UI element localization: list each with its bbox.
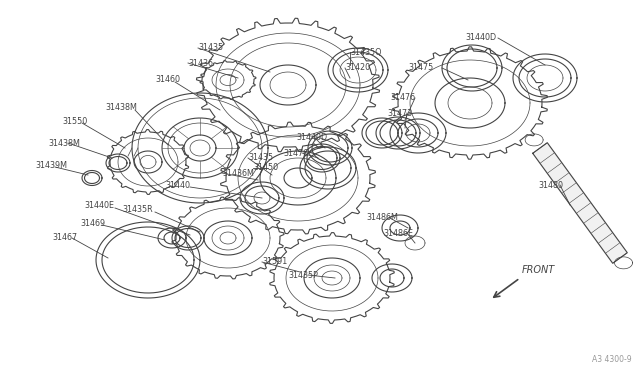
Text: 31435: 31435 <box>198 44 223 52</box>
Text: 31435: 31435 <box>248 154 273 163</box>
Text: 31450: 31450 <box>253 164 278 173</box>
Text: 31435Q: 31435Q <box>350 48 381 57</box>
Text: 31436: 31436 <box>188 58 213 67</box>
Text: 31438M: 31438M <box>105 103 137 112</box>
Text: 31475: 31475 <box>408 64 433 73</box>
Text: 31438M: 31438M <box>48 138 80 148</box>
Text: 31550: 31550 <box>62 118 87 126</box>
Text: 31440: 31440 <box>165 180 190 189</box>
Text: FRONT: FRONT <box>522 265 556 275</box>
Text: 31591: 31591 <box>262 257 287 266</box>
Text: 31439M: 31439M <box>35 161 67 170</box>
Text: 31440D: 31440D <box>465 33 496 42</box>
Text: 31435R: 31435R <box>122 205 152 215</box>
Text: 31473: 31473 <box>387 109 412 118</box>
Text: 31460: 31460 <box>155 76 180 84</box>
Text: 31440E: 31440E <box>84 202 114 211</box>
Text: 31440D: 31440D <box>296 134 327 142</box>
Text: 31486E: 31486E <box>383 228 413 237</box>
Text: 31420: 31420 <box>345 64 370 73</box>
Text: 31480: 31480 <box>538 180 563 189</box>
Text: 31469: 31469 <box>80 219 105 228</box>
Text: A3 4300-9: A3 4300-9 <box>593 355 632 364</box>
Polygon shape <box>532 143 627 263</box>
Text: 31467: 31467 <box>52 232 77 241</box>
Text: 31476: 31476 <box>390 93 415 103</box>
Text: 31486M: 31486M <box>366 214 398 222</box>
Text: 31476: 31476 <box>283 148 308 157</box>
Text: 31435P: 31435P <box>288 270 318 279</box>
Text: 31436M: 31436M <box>222 169 254 177</box>
